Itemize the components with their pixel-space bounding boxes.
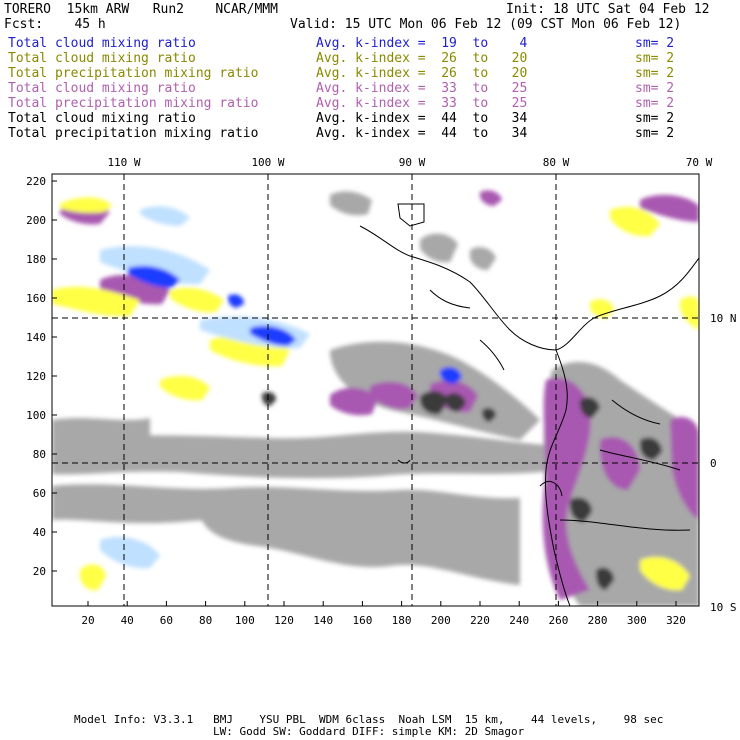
x-tick-label: 260 xyxy=(548,614,568,627)
y-tick-label: 80 xyxy=(33,448,46,461)
x-tick-label: 220 xyxy=(470,614,490,627)
legend-stat: Avg. k-index = 26 to 20 xyxy=(316,66,528,81)
legend-field: Total precipitation mixing ratio xyxy=(8,96,259,111)
valid-time: Valid: 15 UTC Mon 06 Feb 12 (09 CST Mon … xyxy=(290,17,682,32)
magenta-patches xyxy=(330,387,378,416)
x-tick-label: 40 xyxy=(121,614,134,627)
gray-cloud-band xyxy=(52,431,560,479)
x-tick-label: 300 xyxy=(627,614,647,627)
model-title: TORERO 15km ARW Run2 NCAR/MMM xyxy=(4,2,278,17)
legend-field: Total cloud mixing ratio xyxy=(8,111,196,126)
y-tick-label: 120 xyxy=(26,370,46,383)
legend-stat: Avg. k-index = 19 to 4 xyxy=(316,36,528,51)
y-tick-label: 60 xyxy=(33,487,46,500)
legend-stat: Avg. k-index = 44 to 34 xyxy=(316,126,528,141)
legend-field: Total precipitation mixing ratio xyxy=(8,66,259,81)
lon-label: 80 W xyxy=(543,156,570,169)
lon-label: 110 W xyxy=(107,156,140,169)
footer-physics: LW: Godd SW: Goddard DIFF: simple KM: 2D… xyxy=(213,725,525,738)
legend-sm: sm= 2 xyxy=(635,96,675,111)
lat-label: 0 xyxy=(710,457,717,470)
footer-model-info: Model Info: V3.3.1 BMJ YSU PBL WDM 6clas… xyxy=(74,713,664,726)
legend-field: Total cloud mixing ratio xyxy=(8,51,196,66)
legend-stat: Avg. k-index = 33 to 25 xyxy=(316,81,528,96)
x-tick-label: 160 xyxy=(352,614,372,627)
yellow-patches xyxy=(60,197,112,213)
x-tick-label: 20 xyxy=(81,614,94,627)
x-tick-label: 280 xyxy=(588,614,608,627)
legend-field: Total precipitation mixing ratio xyxy=(8,126,259,141)
legend-sm: sm= 2 xyxy=(635,111,675,126)
y-tick-label: 100 xyxy=(26,409,46,422)
lon-label: 70 W xyxy=(686,156,713,169)
legend-sm: sm= 2 xyxy=(635,126,675,141)
y-tick-label: 40 xyxy=(33,526,46,539)
legend-stat: Avg. k-index = 44 to 34 xyxy=(316,111,528,126)
cloud-field xyxy=(52,174,699,606)
legend-field: Total cloud mixing ratio xyxy=(8,81,196,96)
blue-patches xyxy=(128,265,180,288)
x-tick-label: 80 xyxy=(199,614,212,627)
init-time: Init: 18 UTC Sat 04 Feb 12 xyxy=(506,2,710,17)
x-tick-label: 320 xyxy=(666,614,686,627)
x-tick-label: 60 xyxy=(160,614,173,627)
legend-stat: Avg. k-index = 26 to 20 xyxy=(316,51,528,66)
legend-field: Total cloud mixing ratio xyxy=(8,36,196,51)
legend-sm: sm= 2 xyxy=(635,51,675,66)
lon-label: 100 W xyxy=(251,156,284,169)
y-tick-label: 180 xyxy=(26,253,46,266)
legend-sm: sm= 2 xyxy=(635,81,675,96)
legend-sm: sm= 2 xyxy=(635,66,675,81)
forecast-hour: Fcst: 45 h xyxy=(4,17,106,32)
dark-cores xyxy=(420,391,448,415)
y-tick-label: 160 xyxy=(26,292,46,305)
lon-label: 90 W xyxy=(399,156,426,169)
x-tick-label: 240 xyxy=(509,614,529,627)
y-tick-label: 20 xyxy=(33,565,46,578)
x-tick-label: 100 xyxy=(235,614,255,627)
x-tick-label: 120 xyxy=(274,614,294,627)
y-tick-label: 140 xyxy=(26,331,46,344)
x-tick-label: 180 xyxy=(392,614,412,627)
legend-stat: Avg. k-index = 33 to 25 xyxy=(316,96,528,111)
legend-sm: sm= 2 xyxy=(635,36,675,51)
y-tick-label: 200 xyxy=(26,214,46,227)
lightblue-patches xyxy=(100,246,210,285)
plot-frame xyxy=(51,173,700,607)
y-tick-label: 220 xyxy=(26,175,46,188)
lat-lon-grid xyxy=(52,174,699,606)
axes: 110 W 100 W 90 W 80 W 70 W 10 N 0 10 S 220 200 180… xyxy=(26,156,736,627)
x-tick-label: 140 xyxy=(313,614,333,627)
lat-label: 10 S xyxy=(710,601,737,614)
lat-label: 10 N xyxy=(710,312,737,325)
x-tick-label: 200 xyxy=(431,614,451,627)
coastlines xyxy=(359,203,699,606)
